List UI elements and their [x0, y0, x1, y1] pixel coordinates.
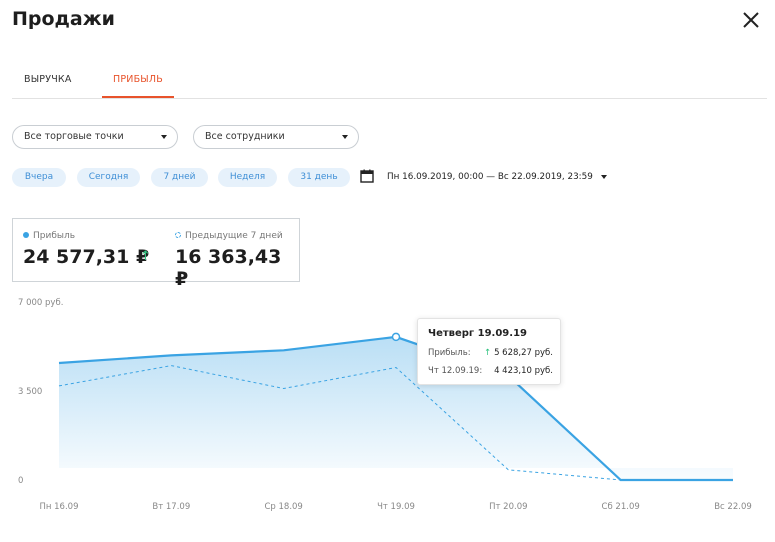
- x-tick-label: Ср 18.09: [264, 502, 302, 512]
- legend-previous-text: Предыдущие 7 дней: [185, 231, 283, 241]
- chevron-down-icon: [342, 135, 348, 139]
- arrow-up-icon: ↑: [483, 348, 492, 358]
- dashed-dot-icon: [175, 231, 181, 238]
- period-chip-7days[interactable]: 7 дней: [151, 168, 208, 187]
- legend-previous-label: Предыдущие 7 дней: [175, 231, 283, 241]
- x-tick-label: Чт 19.09: [377, 502, 415, 512]
- period-chip-today[interactable]: Сегодня: [77, 168, 140, 187]
- stores-select[interactable]: Все торговые точки: [12, 125, 178, 149]
- y-tick-label: 7 000 руб.: [18, 298, 63, 308]
- highlighted-data-point[interactable]: [391, 332, 401, 342]
- solid-dot-icon: [23, 231, 29, 238]
- tooltip-row-profit: Прибыль: ↑ 5 628,27 руб.: [428, 348, 553, 358]
- x-tick-label: Сб 21.09: [602, 502, 640, 512]
- tooltip-previous-label: Чт 12.09.19:: [428, 366, 483, 376]
- x-tick-label: Вт 17.09: [152, 502, 190, 512]
- chart-tooltip: Четверг 19.09.19 Прибыль: ↑ 5 628,27 руб.…: [417, 318, 561, 385]
- x-tick-label: Вс 22.09: [714, 502, 752, 512]
- tooltip-row-previous: Чт 12.09.19: 4 423,10 руб.: [428, 366, 553, 376]
- y-tick-label: 3 500: [18, 387, 42, 397]
- legend-current-value: 24 577,31 ₽: [23, 246, 150, 268]
- x-tick-label: Пн 16.09: [40, 502, 79, 512]
- summary-legend: Прибыль 24 577,31 ₽ ↑ Предыдущие 7 дней …: [12, 218, 300, 290]
- tooltip-profit-value-wrap: ↑ 5 628,27 руб.: [484, 348, 553, 358]
- date-range-label: Пн 16.09.2019, 00:00 — Вс 22.09.2019, 23…: [387, 172, 593, 182]
- legend-previous-value: 16 363,43 ₽: [175, 246, 282, 290]
- employees-select[interactable]: Все сотрудники: [193, 125, 359, 149]
- page-title: Продажи: [12, 8, 115, 30]
- tab-revenue[interactable]: ВЫРУЧКА: [24, 74, 72, 85]
- tooltip-title: Четверг 19.09.19: [428, 328, 527, 339]
- legend-current-text: Прибыль: [33, 231, 76, 241]
- close-icon[interactable]: [741, 10, 761, 30]
- tab-profit[interactable]: ПРИБЫЛЬ: [102, 74, 174, 98]
- period-chip-31days[interactable]: 31 день: [288, 168, 350, 187]
- date-range-picker[interactable]: Пн 16.09.2019, 00:00 — Вс 22.09.2019, 23…: [387, 172, 607, 182]
- x-tick-label: Пт 20.09: [489, 502, 527, 512]
- profit-chart: 7 000 руб. 3 500 0 Пн 16.09 Вт 17.09 Ср 18.0…: [18, 298, 752, 512]
- tab-profit-label: ПРИБЫЛЬ: [113, 74, 163, 85]
- profit-area: [59, 336, 733, 480]
- tooltip-previous-value: 4 423,10 руб.: [494, 366, 553, 376]
- calendar-icon[interactable]: [360, 169, 374, 183]
- tooltip-profit-label: Прибыль:: [428, 348, 471, 358]
- arrow-up-icon: ↑: [140, 249, 151, 264]
- stores-select-value: Все торговые точки: [24, 131, 124, 142]
- period-chip-yesterday[interactable]: Вчера: [12, 168, 66, 187]
- period-chip-week[interactable]: Неделя: [218, 168, 277, 187]
- tab-bar: ВЫРУЧКА ПРИБЫЛЬ: [12, 62, 767, 99]
- legend-current-label: Прибыль: [23, 231, 75, 241]
- y-tick-label: 0: [18, 476, 23, 486]
- employees-select-value: Все сотрудники: [205, 131, 285, 142]
- tooltip-profit-value: 5 628,27 руб.: [494, 348, 553, 358]
- chevron-down-icon: [161, 135, 167, 139]
- chevron-down-icon: [600, 174, 607, 179]
- tab-active-underline: [102, 96, 174, 98]
